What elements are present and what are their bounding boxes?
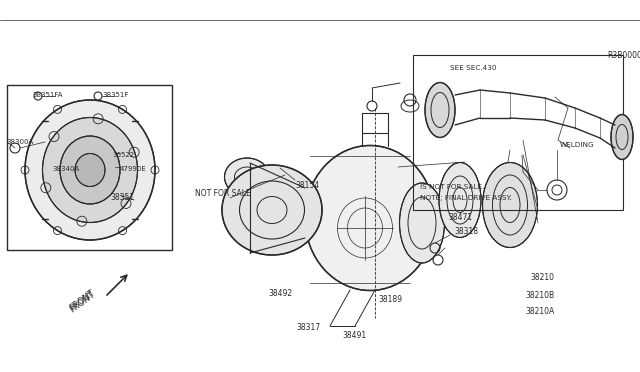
- Text: 38318: 38318: [454, 228, 478, 237]
- Text: 38189: 38189: [378, 295, 402, 304]
- Ellipse shape: [305, 145, 435, 291]
- Text: 47990E: 47990E: [120, 166, 147, 172]
- Text: 38340A: 38340A: [52, 166, 79, 172]
- Text: 38471: 38471: [448, 212, 472, 221]
- Ellipse shape: [222, 165, 322, 255]
- Text: FRONT: FRONT: [68, 290, 97, 314]
- Ellipse shape: [439, 163, 481, 237]
- Ellipse shape: [42, 118, 138, 222]
- Text: 38210B: 38210B: [525, 291, 554, 299]
- Text: 38351FA: 38351FA: [32, 92, 63, 98]
- Ellipse shape: [483, 163, 538, 247]
- Text: 38351: 38351: [110, 193, 134, 202]
- Text: 38210: 38210: [530, 273, 554, 282]
- Ellipse shape: [225, 158, 269, 196]
- Ellipse shape: [75, 154, 105, 186]
- Text: WELDING: WELDING: [560, 142, 595, 148]
- Ellipse shape: [244, 178, 266, 238]
- Text: NOTE; FINAL DRIVE ASSY.: NOTE; FINAL DRIVE ASSY.: [420, 195, 512, 201]
- Ellipse shape: [611, 115, 633, 160]
- Text: 38210A: 38210A: [525, 308, 554, 317]
- Bar: [413, 55, 623, 210]
- Text: FRONT: FRONT: [68, 288, 97, 312]
- Text: 36522: 36522: [112, 152, 134, 158]
- Ellipse shape: [25, 100, 155, 240]
- Text: IS NOT FOR SALE.: IS NOT FOR SALE.: [420, 184, 484, 190]
- Text: 38300A: 38300A: [6, 139, 33, 145]
- Text: NOT FOR SALE: NOT FOR SALE: [195, 189, 251, 198]
- Text: 38154: 38154: [295, 180, 319, 189]
- Bar: [7, 85, 172, 250]
- Text: 38351F: 38351F: [102, 92, 129, 98]
- Text: 38492: 38492: [268, 289, 292, 298]
- Text: 38317: 38317: [296, 324, 320, 333]
- Text: 38491: 38491: [342, 331, 366, 340]
- Text: SEE SEC.430: SEE SEC.430: [450, 65, 497, 71]
- Text: R3B00002: R3B00002: [607, 51, 640, 60]
- Ellipse shape: [425, 83, 455, 138]
- Ellipse shape: [399, 183, 445, 263]
- Ellipse shape: [60, 136, 120, 204]
